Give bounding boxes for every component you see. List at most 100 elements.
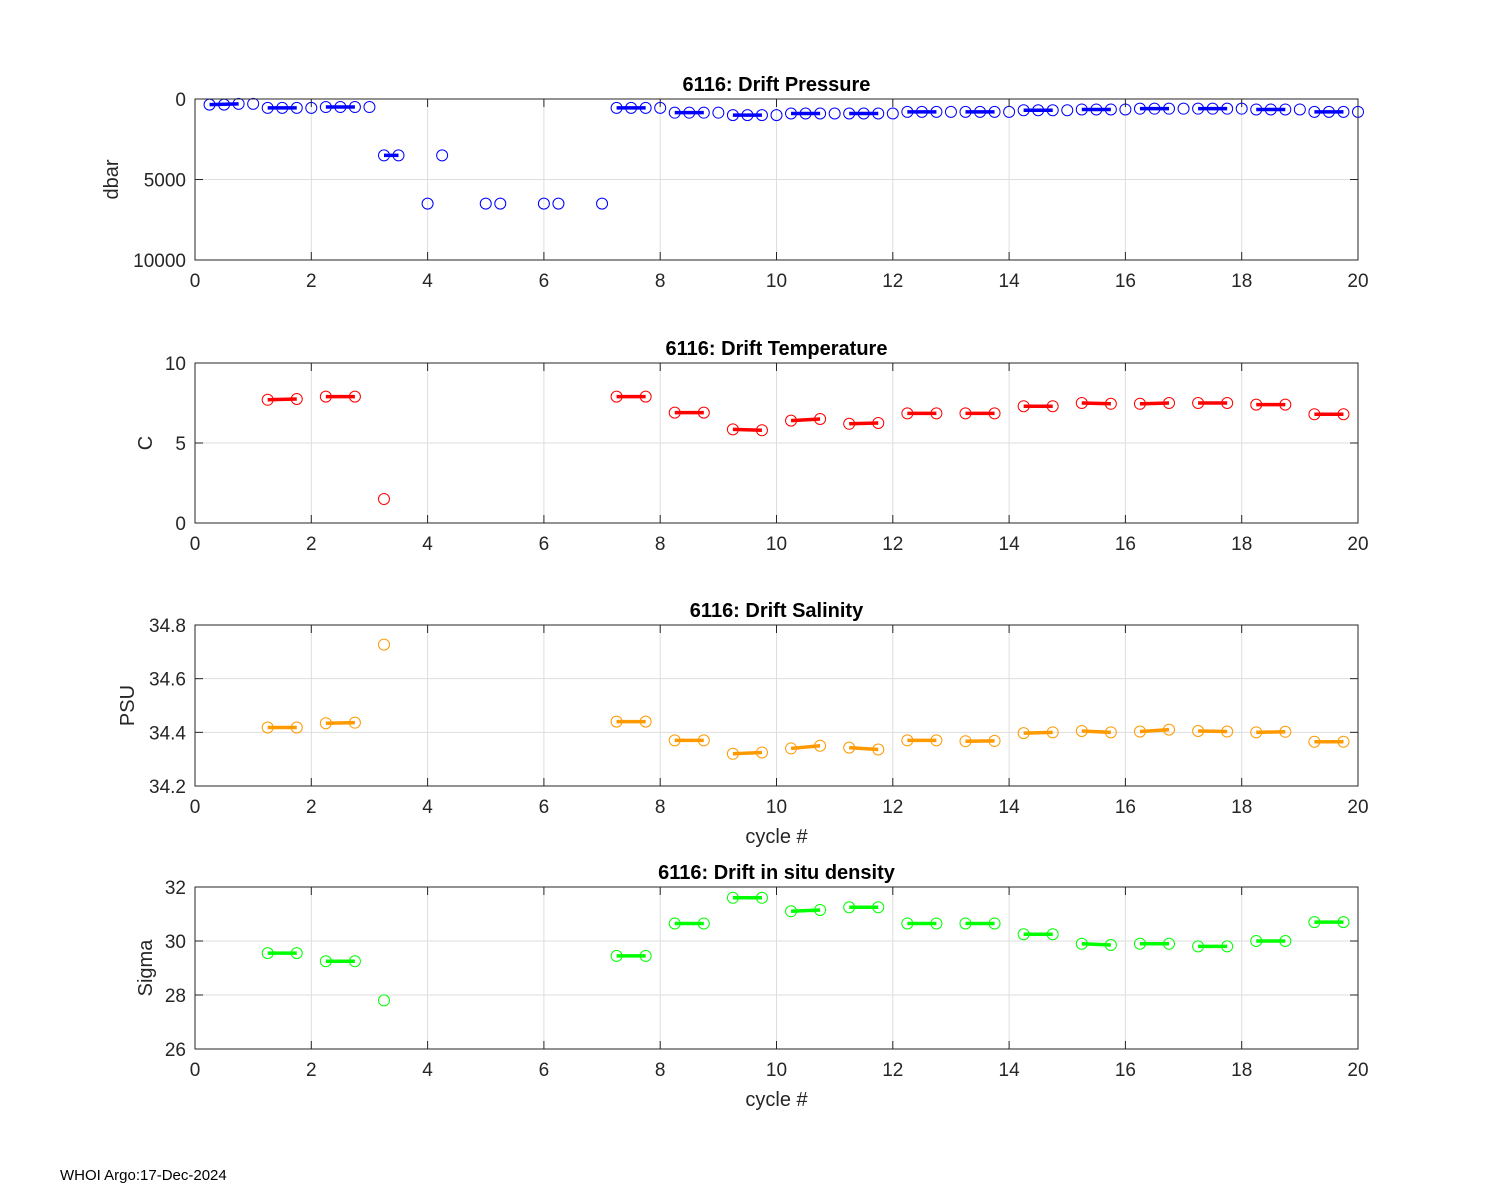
- pressure-data-point: [625, 101, 638, 114]
- temperature-data-point: [1133, 397, 1146, 410]
- density-x-tick-label: 16: [1115, 1060, 1136, 1081]
- salinity-segment: [1256, 730, 1286, 735]
- density-data-point: [1163, 937, 1176, 950]
- temperature-data-point: [988, 407, 1001, 420]
- density-x-tick-label: 20: [1347, 1060, 1368, 1081]
- pressure-x-tick-label: 18: [1231, 271, 1252, 292]
- temperature-data-point: [668, 406, 681, 419]
- density-x-tick-label: 14: [999, 1060, 1021, 1081]
- pressure-data-point: [1046, 104, 1059, 117]
- pressure-x-tick-label: 2: [306, 271, 317, 292]
- density-data-point: [1279, 935, 1292, 947]
- temperature-y-tick-label: 10: [165, 354, 186, 375]
- salinity-data-point: [610, 715, 623, 728]
- density-data-point: [814, 903, 827, 916]
- pressure-x-tick-label: 16: [1115, 271, 1136, 292]
- temperature-data-point: [377, 493, 390, 505]
- temperature-data-point: [1104, 397, 1117, 410]
- pressure-data-point: [1192, 102, 1205, 115]
- temperature-x-tick-label: 14: [999, 534, 1021, 555]
- salinity-data-point: [843, 741, 856, 754]
- pressure-data-point: [1090, 103, 1103, 116]
- pressure-data-point: [901, 105, 914, 118]
- pressure-data-point: [494, 197, 507, 210]
- pressure-y-tick-label: 0: [175, 90, 186, 111]
- pressure-x-tick-label: 12: [882, 271, 903, 292]
- salinity-y-tick-label: 34.8: [149, 616, 186, 637]
- salinity-x-tick-label: 12: [882, 797, 903, 818]
- pressure-data-point: [828, 107, 841, 120]
- pressure-data-point: [886, 107, 899, 120]
- temperature-segment: [1139, 401, 1170, 406]
- temperature-data-point: [319, 390, 332, 403]
- pressure-data-point: [1133, 102, 1146, 115]
- salinity-x-tick-label: 10: [766, 797, 787, 818]
- density-data-point: [377, 994, 390, 1007]
- salinity-data-point: [959, 735, 972, 748]
- pressure-data-point: [392, 149, 405, 162]
- temperature-data-point: [1337, 408, 1350, 421]
- pressure-data-point: [843, 107, 856, 120]
- density-segment: [1081, 941, 1111, 947]
- pressure-data-point: [1308, 105, 1321, 118]
- pressure-x-tick-label: 0: [190, 271, 201, 292]
- pressure-data-point: [872, 107, 885, 120]
- pressure-data-point: [1075, 103, 1088, 116]
- density-segment: [790, 908, 821, 914]
- pressure-data-point: [915, 105, 928, 118]
- salinity-data-point: [1221, 725, 1234, 738]
- salinity-data-point: [290, 721, 303, 734]
- pressure-data-point: [974, 105, 987, 118]
- pressure-data-point: [668, 106, 681, 119]
- salinity-data-point: [930, 734, 943, 747]
- density-data-point: [1075, 937, 1088, 950]
- pressure-data-point: [1206, 102, 1219, 115]
- density-x-tick-label: 18: [1231, 1060, 1252, 1081]
- density-data-point: [290, 947, 303, 960]
- salinity-data-point: [814, 739, 827, 752]
- pressure-data-point: [799, 107, 812, 120]
- pressure-data-point: [755, 109, 768, 122]
- salinity-y-axis-label: PSU: [117, 685, 139, 726]
- salinity-data-point: [988, 734, 1001, 747]
- salinity-data-point: [668, 734, 681, 747]
- pressure-x-tick-label: 10: [766, 271, 787, 292]
- pressure-x-tick-label: 8: [655, 271, 666, 292]
- temperature-data-point: [843, 417, 856, 430]
- density-data-point: [988, 917, 1001, 930]
- pressure-data-point: [770, 109, 783, 122]
- salinity-y-tick-label: 34.6: [149, 670, 186, 691]
- pressure-y-axis-label: dbar: [101, 159, 123, 199]
- pressure-data-point: [1279, 103, 1292, 116]
- temperature-data-point: [639, 390, 652, 403]
- density-x-tick-label: 10: [766, 1060, 787, 1081]
- temperature-segment: [790, 417, 821, 423]
- pressure-x-tick-label: 14: [999, 271, 1021, 292]
- pressure-data-point: [697, 106, 710, 119]
- density-data-point: [901, 917, 914, 930]
- salinity-y-tick-label: 34.4: [149, 723, 186, 744]
- density-data-point: [1133, 937, 1146, 950]
- density-data-point: [872, 901, 885, 914]
- temperature-data-point: [697, 406, 710, 419]
- temperature-segment: [849, 421, 879, 426]
- pressure-data-point: [857, 107, 870, 120]
- temperature-x-tick-label: 20: [1347, 534, 1368, 555]
- temperature-data-point: [1221, 397, 1234, 409]
- pressure-data-point: [726, 109, 739, 122]
- pressure-data-point: [785, 107, 798, 120]
- salinity-data-point: [1017, 727, 1030, 740]
- salinity-segment: [1081, 729, 1111, 735]
- density-title: 6116: Drift in situ density: [658, 862, 896, 884]
- density-data-point: [1337, 916, 1350, 929]
- temperature-data-point: [1075, 397, 1088, 409]
- pressure-data-point: [363, 101, 376, 114]
- temperature-data-point: [1163, 397, 1176, 409]
- density-x-axis-label: cycle #: [745, 1089, 808, 1111]
- pressure-data-point: [1250, 103, 1263, 116]
- pressure-data-point: [1177, 102, 1190, 115]
- pressure-data-point: [944, 105, 957, 118]
- temperature-data-point: [261, 393, 274, 406]
- density-x-tick-label: 0: [190, 1060, 201, 1081]
